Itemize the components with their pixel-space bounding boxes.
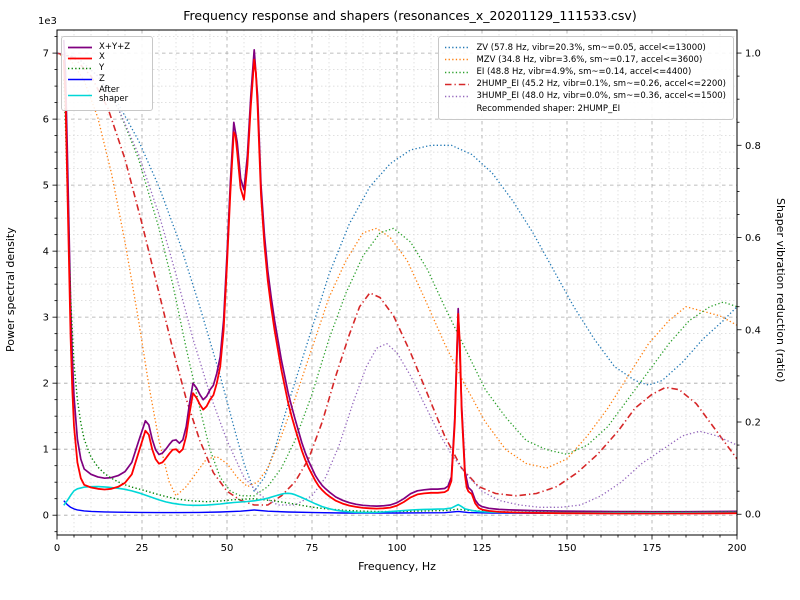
y-left-tick-label: 5 — [43, 181, 49, 192]
legend-label: ZV (57.8 Hz, vibr=20.3%, sm~=0.05, accel… — [476, 42, 706, 53]
series-zv — [57, 52, 737, 492]
legend-psd: X+Y+Z X Y Z After shaper — [61, 36, 153, 112]
legend-line-sample — [67, 43, 93, 52]
legend-item: Y — [67, 63, 145, 74]
legend-line-sample — [67, 91, 93, 100]
y-right-tick-label: 0.2 — [745, 418, 761, 429]
series-x — [62, 58, 737, 515]
y-right-tick-label: 0.8 — [745, 141, 761, 152]
legend-line-sample — [67, 54, 93, 63]
legend-label: Y — [99, 63, 105, 74]
y-left-tick-label: 2 — [43, 379, 49, 390]
y-left-tick-label: 6 — [43, 115, 49, 126]
series-3hump-ei — [57, 52, 737, 508]
legend-label: 3HUMP_EI (48.0 Hz, vibr=0.0%, sm~=0.36, … — [476, 91, 726, 101]
x-tick-label: 175 — [642, 543, 661, 554]
legend-label: EI (48.8 Hz, vibr=4.9%, sm~=0.14, accel<… — [476, 66, 692, 77]
y-right-axis-label: Shaper vibration reduction (ratio) — [774, 197, 787, 383]
legend-item: X — [67, 52, 145, 63]
series-ei — [57, 52, 737, 497]
y-left-axis-label: Power spectral density — [4, 227, 17, 353]
legend-item: 2HUMP_EI (45.2 Hz, vibr=0.1%, sm~=0.26, … — [444, 79, 726, 90]
legend-label: X — [99, 52, 105, 63]
legend-shapers: ZV (57.8 Hz, vibr=20.3%, sm~=0.05, accel… — [438, 36, 734, 121]
y-left-tick-label: 7 — [43, 49, 49, 60]
x-tick-label: 125 — [472, 543, 491, 554]
legend-line-sample — [444, 43, 470, 52]
y-right-tick-label: 0.4 — [745, 325, 761, 336]
legend-item: Z — [67, 74, 145, 85]
x-tick-label: 150 — [557, 543, 576, 554]
y-left-offset-text: 1e3 — [38, 16, 57, 27]
x-tick-label: 25 — [136, 543, 149, 554]
x-tick-label: 100 — [387, 543, 406, 554]
x-tick-label: 75 — [306, 543, 319, 554]
legend-line-sample — [67, 75, 93, 84]
legend-line-sample — [444, 68, 470, 77]
legend-label: 2HUMP_EI (45.2 Hz, vibr=0.1%, sm~=0.26, … — [476, 78, 726, 89]
y-right-tick-label: 0.6 — [745, 233, 761, 244]
y-left-tick-label: 4 — [43, 247, 49, 258]
y-right-tick-label: 0.0 — [745, 510, 761, 521]
legend-item: ZV (57.8 Hz, vibr=20.3%, sm~=0.05, accel… — [444, 43, 726, 54]
legend-item: MZV (34.8 Hz, vibr=3.6%, sm~=0.17, accel… — [444, 55, 726, 66]
x-tick-label: 200 — [727, 543, 746, 554]
legend-item: 3HUMP_EI (48.0 Hz, vibr=0.0%, sm~=0.36, … — [444, 91, 726, 102]
legend-label: MZV (34.8 Hz, vibr=3.6%, sm~=0.17, accel… — [476, 54, 703, 65]
x-tick-label: 0 — [54, 543, 60, 554]
legend-label: After shaper — [99, 84, 129, 105]
legend-line-sample — [444, 80, 470, 89]
series-2hump-ei — [57, 52, 737, 506]
legend-label: Z — [99, 74, 105, 85]
x-tick-label: 50 — [221, 543, 234, 554]
y-left-tick-label: 0 — [43, 511, 49, 522]
legend-item: X+Y+Z — [67, 41, 145, 52]
legend-line-sample — [67, 64, 93, 73]
legend-line-sample — [444, 55, 470, 64]
legend-label: X+Y+Z — [99, 41, 131, 52]
legend-item: After shaper — [67, 84, 145, 105]
y-left-tick-label: 1 — [43, 445, 49, 456]
series-y — [63, 79, 737, 514]
y-right-tick-label: 1.0 — [745, 49, 761, 60]
x-axis-label: Frequency, Hz — [358, 560, 436, 573]
legend-line-sample — [444, 92, 470, 101]
y-left-tick-label: 3 — [43, 313, 49, 324]
legend-item: EI (48.8 Hz, vibr=4.9%, sm~=0.14, accel<… — [444, 67, 726, 78]
recommended-shaper-note: Recommended shaper: 2HUMP_EI — [476, 103, 621, 114]
series-lines — [57, 39, 737, 515]
chart-title: Frequency response and shapers (resonanc… — [183, 8, 637, 23]
series-after-shaper — [63, 485, 737, 514]
